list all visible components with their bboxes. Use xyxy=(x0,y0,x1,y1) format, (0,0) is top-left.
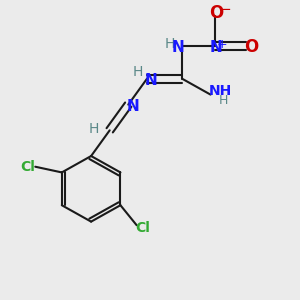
Text: Cl: Cl xyxy=(20,160,35,174)
Text: −: − xyxy=(218,2,231,17)
Text: N: N xyxy=(126,98,139,113)
Text: O: O xyxy=(209,4,224,22)
Text: +: + xyxy=(217,38,227,51)
Text: H: H xyxy=(219,94,229,107)
Text: NH: NH xyxy=(209,84,232,98)
Text: H: H xyxy=(88,122,99,136)
Text: N: N xyxy=(210,40,223,55)
Text: N: N xyxy=(145,73,158,88)
Text: O: O xyxy=(244,38,259,56)
Text: N: N xyxy=(172,40,184,55)
Text: H: H xyxy=(165,37,175,51)
Text: Cl: Cl xyxy=(136,221,151,235)
Text: H: H xyxy=(133,65,143,79)
